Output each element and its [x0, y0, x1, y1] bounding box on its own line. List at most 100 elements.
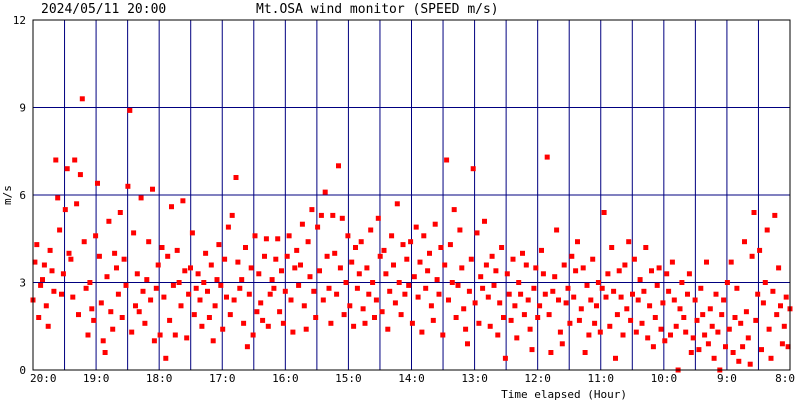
data-point [641, 288, 647, 294]
data-point [404, 256, 410, 262]
data-point [218, 282, 224, 288]
data-point [660, 300, 666, 306]
data-point [743, 309, 749, 315]
data-point [351, 323, 357, 329]
data-point [360, 306, 366, 312]
data-point [470, 166, 476, 172]
data-point [140, 288, 146, 294]
data-point [461, 306, 467, 312]
data-point [341, 312, 347, 318]
data-point [114, 265, 119, 271]
data-point [87, 280, 93, 285]
data-point [686, 271, 692, 277]
data-point [580, 265, 586, 271]
data-point [170, 282, 176, 288]
data-point [650, 344, 656, 350]
data-point [294, 247, 300, 253]
data-point [127, 107, 133, 113]
data-point [326, 285, 332, 291]
data-point [432, 221, 438, 227]
data-point [548, 350, 554, 355]
data-point [762, 280, 768, 285]
data-point [766, 326, 772, 332]
data-point [288, 297, 294, 303]
data-point [504, 271, 510, 277]
data-point [597, 329, 603, 335]
data-point [72, 157, 78, 163]
data-point [540, 271, 546, 277]
data-point [201, 280, 207, 285]
data-point [125, 183, 131, 189]
data-point [647, 303, 653, 309]
data-point [178, 303, 184, 309]
data-point [368, 227, 374, 233]
data-point [413, 224, 419, 230]
data-point [493, 268, 499, 274]
data-point [263, 236, 269, 242]
data-point [362, 320, 368, 326]
data-point [468, 256, 474, 262]
data-point [265, 323, 271, 329]
data-point [400, 242, 406, 248]
data-point [49, 268, 55, 274]
data-point [354, 285, 360, 291]
data-point [366, 291, 372, 297]
data-point [510, 256, 516, 262]
data-point [131, 230, 137, 236]
data-point [451, 207, 457, 213]
data-point [603, 294, 609, 300]
data-point [557, 329, 563, 335]
y-tick-label: 0 [19, 364, 26, 377]
data-point [755, 291, 761, 297]
data-point [174, 247, 180, 253]
data-point [463, 326, 469, 332]
data-point [59, 291, 64, 297]
data-point [391, 262, 396, 268]
data-point [339, 215, 345, 221]
data-point [233, 175, 239, 180]
data-point [370, 280, 376, 285]
data-point [112, 250, 118, 256]
data-point [151, 338, 157, 344]
data-point [438, 245, 444, 250]
data-point [618, 294, 624, 300]
y-tick-label: 9 [19, 102, 26, 115]
data-point [622, 262, 628, 268]
data-point [269, 277, 275, 283]
data-point [298, 262, 303, 268]
data-point [227, 312, 233, 318]
data-point [381, 247, 387, 253]
data-point [216, 242, 222, 248]
data-point [36, 315, 42, 320]
data-point [89, 306, 95, 312]
data-point [60, 271, 66, 277]
data-point [728, 259, 734, 265]
data-point [601, 210, 607, 215]
data-point [747, 361, 753, 367]
data-point [759, 347, 764, 353]
data-point [161, 294, 167, 300]
data-point [556, 297, 561, 303]
data-point [189, 230, 195, 236]
x-tick-label: 20:0 [30, 372, 57, 385]
data-point [180, 198, 186, 204]
data-point [563, 300, 569, 306]
data-point [313, 315, 319, 320]
data-point [520, 250, 525, 256]
data-point [136, 309, 142, 315]
data-point [586, 332, 592, 338]
data-point [244, 344, 250, 350]
data-point [654, 282, 660, 288]
data-point [129, 329, 135, 335]
data-point [172, 332, 178, 338]
data-point [565, 285, 571, 291]
data-point [723, 344, 728, 350]
data-point [472, 300, 478, 306]
data-point [434, 277, 440, 283]
data-point [770, 288, 776, 294]
data-point [157, 332, 163, 338]
data-point [491, 282, 497, 288]
data-point [430, 317, 436, 323]
data-point [521, 312, 527, 318]
data-point [595, 280, 601, 285]
